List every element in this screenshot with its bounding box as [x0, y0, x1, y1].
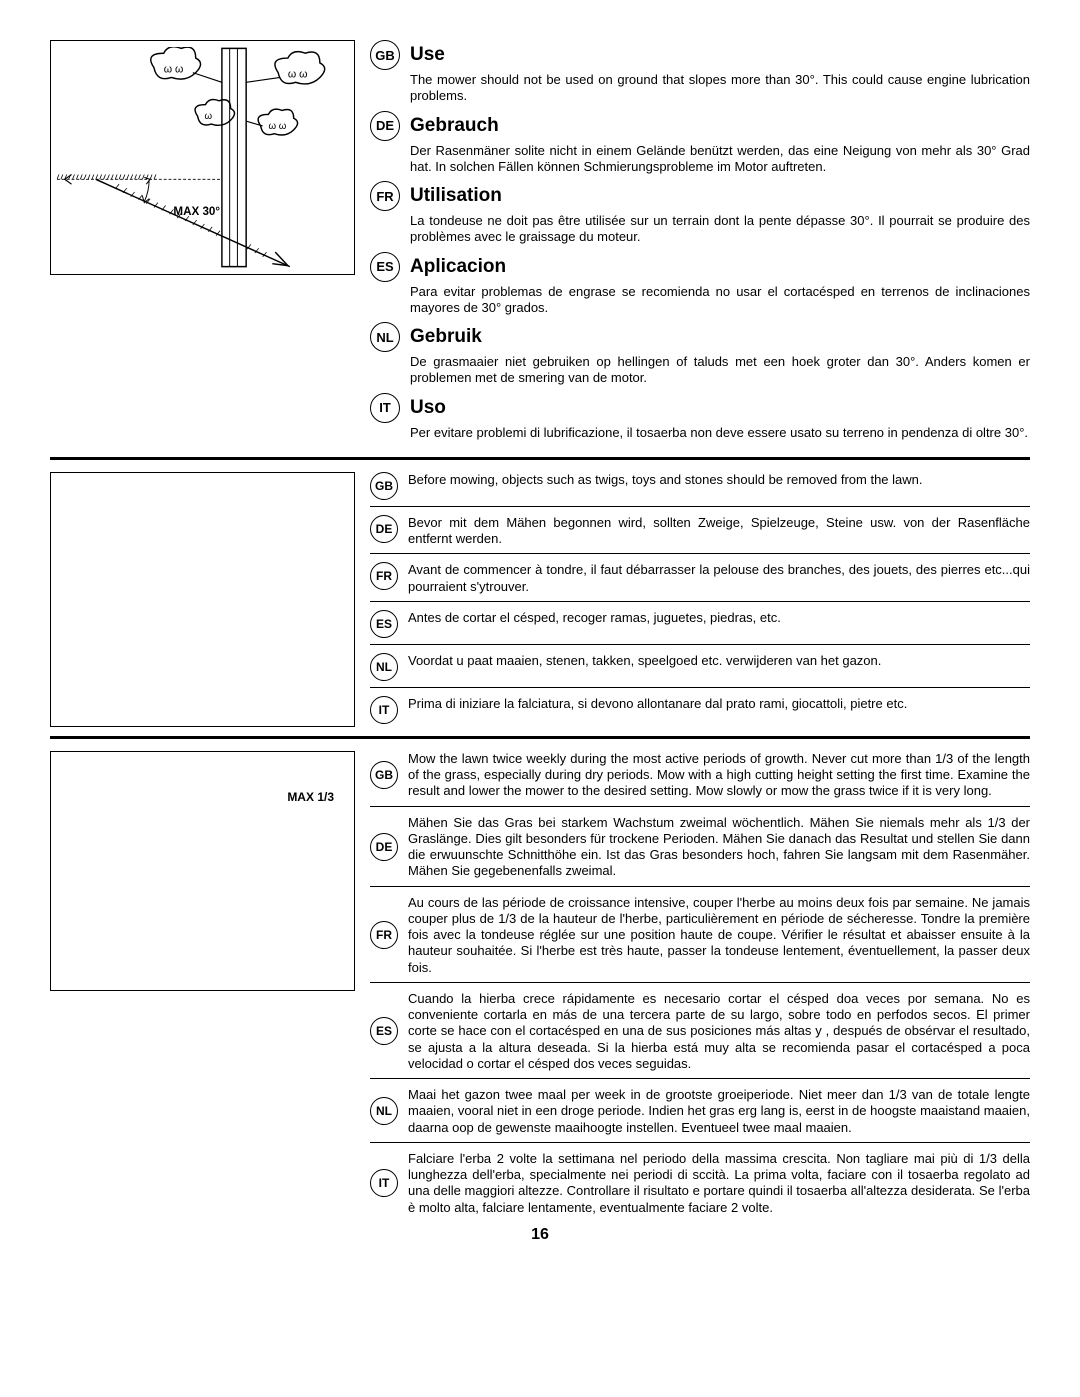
lang-badge-nl: NL [370, 322, 400, 352]
lang-badge-it: IT [370, 393, 400, 423]
lang-body: Voordat u paat maaien, stenen, takken, s… [408, 653, 1030, 669]
lang-body: Antes de cortar el césped, recoger ramas… [408, 610, 1030, 626]
svg-text:ω: ω [204, 111, 212, 122]
lang-badge-es: ES [370, 1017, 398, 1045]
thin-divider [370, 1078, 1030, 1079]
lang-heading: Use [410, 44, 445, 66]
lang-badge-de: DE [370, 833, 398, 861]
lang-badge-nl: NL [370, 653, 398, 681]
lang-badge-de: DE [370, 111, 400, 141]
lang-body: The mower should not be used on ground t… [410, 72, 1030, 105]
lang-body: Per evitare problemi di lubrificazione, … [410, 425, 1030, 441]
lang-body: Mow the lawn twice weekly during the mos… [408, 751, 1030, 800]
lang-row-nl: NL Voordat u paat maaien, stenen, takken,… [370, 653, 1030, 681]
lang-badge-fr: FR [370, 181, 400, 211]
svg-text:ω ω: ω ω [288, 68, 308, 80]
illustration-slope: ω ω ω ω ω ω ω [50, 40, 355, 275]
lang-heading: Gebruik [410, 326, 482, 348]
section-use: ω ω ω ω ω ω ω [50, 40, 1030, 447]
lang-badge-es: ES [370, 252, 400, 282]
svg-text:ω ω: ω ω [164, 64, 184, 76]
lang-heading: Utilisation [410, 185, 502, 207]
illustration-max-third: MAX 1/3 [50, 751, 355, 991]
lang-row-es: ES Cuando la hierba crece rápidamente es … [370, 991, 1030, 1072]
lang-body: Falciare l'erba 2 volte la settimana nel… [408, 1151, 1030, 1216]
slope-diagram-svg: ω ω ω ω ω ω ω [57, 47, 348, 268]
lang-body: Bevor mit dem Mähen begonnen wird, sollt… [408, 515, 1030, 548]
page-number: 16 [50, 1226, 1030, 1244]
max-third-label: MAX 1/3 [287, 790, 334, 804]
lang-body: Avant de commencer à tondre, il faut déb… [408, 562, 1030, 595]
lang-heading: Uso [410, 397, 446, 419]
lang-block-fr: FR Utilisation La tondeuse ne doit pas êtr… [370, 181, 1030, 246]
section-before-mowing: GB Before mowing, objects such as twigs, … [50, 472, 1030, 728]
lang-row-es: ES Antes de cortar el césped, recoger ram… [370, 610, 1030, 638]
lang-row-nl: NL Maai het gazon twee maal per week in d… [370, 1087, 1030, 1136]
thin-divider [370, 1142, 1030, 1143]
lang-row-gb: GB Mow the lawn twice weekly during the m… [370, 751, 1030, 800]
lang-body: Mähen Sie das Gras bei starkem Wachstum … [408, 815, 1030, 880]
lang-row-fr: FR Avant de commencer à tondre, il faut d… [370, 562, 1030, 595]
lang-block-gb: GB Use The mower should not be used on gro… [370, 40, 1030, 105]
lang-block-de: DE Gebrauch Der Rasenmäner solite nicht in… [370, 111, 1030, 176]
lang-body: Maai het gazon twee maal per week in de … [408, 1087, 1030, 1136]
divider-2 [50, 736, 1030, 739]
lang-block-nl: NL Gebruik De grasmaaier niet gebruiken op… [370, 322, 1030, 387]
thin-divider [370, 644, 1030, 645]
lang-heading: Aplicacion [410, 256, 506, 278]
lang-row-de: DE Bevor mit dem Mähen begonnen wird, sol… [370, 515, 1030, 548]
lang-body: Para evitar problemas de engrase se reco… [410, 284, 1030, 317]
lang-row-it: IT Prima di iniziare la falciatura, si de… [370, 696, 1030, 724]
lang-badge-fr: FR [370, 562, 398, 590]
max-angle-label: MAX 30° [173, 205, 220, 218]
divider-1 [50, 457, 1030, 460]
thin-divider [370, 506, 1030, 507]
thin-divider [370, 601, 1030, 602]
lang-body: Cuando la hierba crece rápidamente es ne… [408, 991, 1030, 1072]
lang-badge-gb: GB [370, 761, 398, 789]
lang-badge-it: IT [370, 1169, 398, 1197]
svg-text:ω ω: ω ω [268, 121, 286, 132]
lang-body: Before mowing, objects such as twigs, to… [408, 472, 1030, 488]
thin-divider [370, 806, 1030, 807]
thin-divider [370, 687, 1030, 688]
section-mowing-frequency: MAX 1/3 GB Mow the lawn twice weekly duri… [50, 751, 1030, 1220]
lang-badge-nl: NL [370, 1097, 398, 1125]
lang-body: Der Rasenmäner solite nicht in einem Gel… [410, 143, 1030, 176]
lang-block-it: IT Uso Per evitare problemi di lubrificazi… [370, 393, 1030, 441]
lang-body: Prima di iniziare la falciatura, si devo… [408, 696, 1030, 712]
thin-divider [370, 886, 1030, 887]
lang-block-es: ES Aplicacion Para evitar problemas de eng… [370, 252, 1030, 317]
thin-divider [370, 553, 1030, 554]
lang-badge-fr: FR [370, 921, 398, 949]
lang-body: De grasmaaier niet gebruiken op hellinge… [410, 354, 1030, 387]
lang-row-gb: GB Before mowing, objects such as twigs, … [370, 472, 1030, 500]
thin-divider [370, 982, 1030, 983]
lang-heading: Gebrauch [410, 115, 499, 137]
lang-badge-de: DE [370, 515, 398, 543]
lang-row-it: IT Falciare l'erba 2 volte la settimana n… [370, 1151, 1030, 1216]
lang-row-fr: FR Au cours de las période de croissance … [370, 895, 1030, 976]
lang-body: Au cours de las période de croissance in… [408, 895, 1030, 976]
lang-row-de: DE Mähen Sie das Gras bei starkem Wachstu… [370, 815, 1030, 880]
lang-badge-it: IT [370, 696, 398, 724]
lang-body: La tondeuse ne doit pas être utilisée su… [410, 213, 1030, 246]
lang-badge-gb: GB [370, 472, 398, 500]
lang-badge-gb: GB [370, 40, 400, 70]
lang-badge-es: ES [370, 610, 398, 638]
illustration-placeholder-2 [50, 472, 355, 727]
